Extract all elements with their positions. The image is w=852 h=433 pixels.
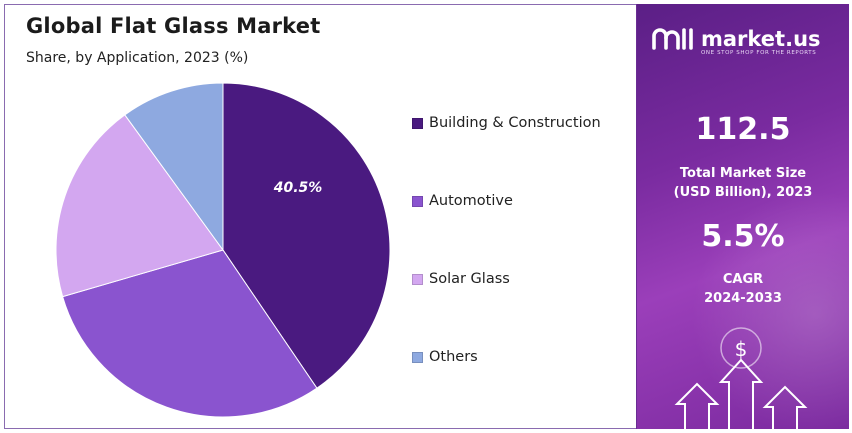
cagr-label-line1: CAGR — [722, 272, 764, 287]
market-size-value: 112.5 — [695, 112, 791, 147]
market-size-label-line1: Total Market Size — [679, 166, 807, 181]
pie-slice-others — [124, 82, 224, 252]
legend-item-building-construction: Building & Construction — [412, 115, 601, 131]
growth-arrows-graphic: $ — [674, 327, 808, 429]
chart-subtitle: Share, by Application, 2023 (%) — [26, 50, 249, 66]
stats-panel: market.us ONE STOP SHOP FOR THE REPORTS … — [636, 4, 849, 429]
market-size-label-line2: (USD Billion), 2023 — [673, 185, 813, 200]
legend-swatch — [412, 195, 423, 207]
legend-item-solar-glass: Solar Glass — [412, 271, 510, 287]
legend-label: Building & Construction — [429, 115, 601, 131]
brand-tagline: ONE STOP SHOP FOR THE REPORTS — [701, 50, 817, 56]
market-us-logo-icon — [652, 28, 693, 50]
legend-item-others: Others — [412, 349, 478, 365]
brand-logo: market.us — [651, 26, 821, 52]
legend-item-automotive: Automotive — [412, 193, 513, 209]
legend-swatch — [412, 273, 423, 285]
pie-slice-automotive — [62, 249, 318, 418]
pie-chart: 40.5% — [55, 82, 391, 418]
panel-glow — [677, 184, 849, 429]
cagr-label-line2: 2024-2033 — [704, 291, 782, 306]
legend-label: Others — [429, 349, 478, 365]
pie-slice-building-construction — [222, 82, 391, 389]
legend-swatch — [412, 117, 423, 129]
up-arrow-icon — [674, 358, 808, 429]
chart-title: Global Flat Glass Market — [26, 14, 321, 38]
brand-name: market.us — [701, 26, 821, 51]
dollar-symbol: $ — [735, 337, 748, 361]
dollar-coin-icon: $ — [720, 327, 762, 369]
legend-label: Automotive — [429, 193, 513, 209]
pie-slice-solar-glass — [55, 114, 224, 298]
cagr-value: 5.5% — [701, 219, 785, 254]
legend-swatch — [412, 351, 423, 363]
data-label-building-construction: 40.5% — [273, 180, 323, 196]
legend-label: Solar Glass — [429, 271, 510, 287]
